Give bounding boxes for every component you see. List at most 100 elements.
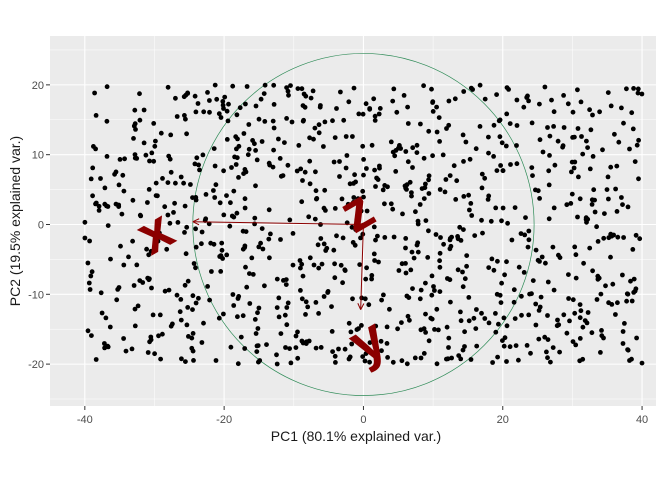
point [634,335,639,341]
point [606,196,611,202]
point [561,93,566,98]
point [89,269,95,275]
point [480,230,485,236]
point [82,219,88,225]
point [616,139,622,145]
point [388,139,394,145]
point [230,83,236,89]
point [479,217,484,223]
point [514,97,520,103]
point [189,335,195,341]
point [271,102,277,107]
point [123,348,129,354]
point [308,95,314,101]
point [338,89,343,95]
point [513,343,519,348]
point [629,298,635,304]
point [340,235,346,241]
point [319,261,325,267]
point [404,361,410,367]
point [321,144,326,149]
point [134,262,140,268]
point [614,163,620,169]
point [423,330,428,335]
point [620,341,626,346]
point [299,296,305,302]
point [93,146,98,152]
point [213,182,219,188]
point [546,168,552,174]
point [278,331,284,336]
point [301,91,307,97]
point [130,238,136,244]
point [286,92,291,98]
point [391,234,397,240]
point [256,116,262,122]
point [403,236,409,241]
point [295,355,301,361]
point [373,184,378,189]
point [134,156,140,161]
point [362,358,368,364]
point [99,310,105,316]
point [479,310,484,316]
point [259,139,265,144]
point [116,182,122,188]
point [518,231,524,237]
point [173,180,178,186]
point [242,205,248,211]
point [387,306,392,312]
point [418,287,424,293]
point [551,287,557,293]
point [367,106,373,111]
point [324,245,330,251]
point [302,169,308,175]
point [207,109,212,115]
point [261,91,267,96]
point [474,307,479,312]
point [318,345,324,350]
point [151,158,157,164]
point [144,246,150,252]
point [220,99,226,104]
point [501,315,507,321]
point [238,334,244,340]
point [356,111,362,117]
point [578,308,584,314]
point [384,341,390,346]
point [173,95,178,101]
point [191,261,197,266]
point [282,312,288,318]
point [299,261,305,267]
point [426,173,432,179]
point [509,237,515,243]
point [183,251,189,257]
point [171,210,176,215]
point [449,355,454,361]
point [565,101,571,107]
point [258,240,263,246]
point [118,243,123,249]
point [331,247,337,253]
point [584,138,589,144]
point [525,93,530,99]
y-tick-label: 0 [38,219,44,231]
point [394,109,400,115]
point [225,118,231,124]
point [182,282,188,288]
point [621,235,626,240]
point [296,143,302,148]
point [506,87,511,92]
point [413,209,418,215]
point [526,312,532,318]
point [636,176,641,182]
point [578,99,584,105]
point [410,165,415,170]
point [548,359,553,365]
point [289,119,295,125]
point [105,223,111,229]
point [207,297,213,303]
point [332,206,338,211]
point [590,268,595,274]
point [449,234,454,240]
